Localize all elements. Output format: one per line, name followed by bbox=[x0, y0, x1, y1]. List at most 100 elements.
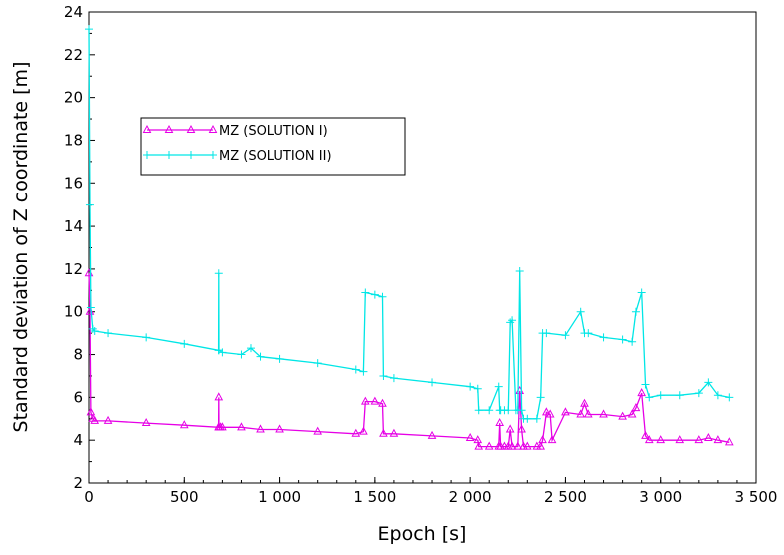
data-point bbox=[465, 432, 475, 442]
data-point bbox=[513, 441, 523, 450]
data-point bbox=[583, 409, 593, 418]
data-point bbox=[485, 406, 494, 415]
data-point bbox=[256, 424, 265, 433]
data-point bbox=[561, 331, 570, 340]
legend-marker bbox=[142, 124, 152, 133]
data-point bbox=[85, 25, 93, 34]
data-point bbox=[515, 267, 524, 276]
data-point bbox=[141, 418, 151, 427]
legend: MZ (SOLUTION I) MZ (SOLUTION II) bbox=[140, 117, 406, 176]
data-point bbox=[180, 339, 189, 348]
data-point bbox=[474, 441, 484, 450]
data-point bbox=[641, 380, 650, 389]
data-point bbox=[214, 346, 223, 355]
data-point bbox=[542, 329, 551, 338]
data-point bbox=[506, 318, 515, 327]
data-point bbox=[641, 430, 650, 439]
y-tick-label: 2 bbox=[73, 474, 83, 492]
data-point bbox=[561, 407, 570, 416]
data-point bbox=[704, 378, 713, 387]
data-point bbox=[359, 426, 368, 435]
data-point bbox=[313, 359, 322, 368]
x-tick-label: 3 500 bbox=[735, 488, 778, 506]
data-point bbox=[656, 391, 665, 400]
data-point bbox=[142, 333, 151, 342]
data-point bbox=[361, 288, 370, 297]
x-tick-label: 2 000 bbox=[449, 488, 492, 506]
legend-label: MZ (SOLUTION I) bbox=[219, 124, 328, 139]
data-point bbox=[599, 409, 608, 418]
data-point bbox=[218, 422, 227, 431]
data-point bbox=[214, 269, 223, 278]
y-tick-label: 18 bbox=[64, 131, 83, 149]
data-point bbox=[474, 406, 483, 415]
y-tick-label: 24 bbox=[64, 3, 83, 21]
data-point bbox=[584, 329, 593, 338]
legend-marker bbox=[209, 151, 217, 159]
y-tick-label: 14 bbox=[64, 217, 83, 235]
data-point bbox=[90, 326, 99, 335]
data-point bbox=[275, 424, 284, 433]
series-2 bbox=[85, 25, 734, 423]
data-point bbox=[379, 371, 388, 380]
data-point bbox=[237, 422, 246, 431]
data-point bbox=[675, 391, 684, 400]
data-point bbox=[542, 407, 551, 416]
data-point bbox=[645, 393, 654, 402]
data-point bbox=[704, 432, 713, 442]
data-point bbox=[103, 415, 113, 424]
data-point bbox=[378, 292, 387, 301]
data-point bbox=[351, 365, 360, 374]
data-point bbox=[378, 398, 387, 407]
data-point bbox=[256, 352, 265, 361]
y-tick-label: 10 bbox=[64, 303, 83, 321]
data-point bbox=[237, 350, 246, 359]
data-point bbox=[473, 384, 482, 393]
data-point bbox=[389, 374, 398, 383]
legend-marker bbox=[164, 124, 174, 133]
data-point bbox=[360, 396, 370, 405]
x-tick-label: 2 500 bbox=[544, 488, 587, 506]
data-point bbox=[517, 424, 526, 433]
y-tick-label: 4 bbox=[73, 431, 83, 449]
x-axis: 0 500 1 000 1 500 2 000 2 500 3 000 3 500 bbox=[84, 477, 777, 506]
legend-label: MZ (SOLUTION II) bbox=[219, 149, 332, 164]
data-point bbox=[628, 337, 637, 346]
y-tick-label: 8 bbox=[73, 346, 83, 364]
data-point bbox=[85, 200, 94, 209]
data-point bbox=[370, 290, 379, 299]
series-layer bbox=[84, 25, 734, 450]
data-point bbox=[523, 414, 532, 423]
x-tick-label: 3 000 bbox=[639, 488, 682, 506]
data-point bbox=[618, 411, 627, 420]
data-point bbox=[214, 392, 224, 401]
data-point bbox=[104, 329, 113, 338]
data-point bbox=[644, 435, 654, 444]
data-point bbox=[725, 393, 734, 402]
x-tick-label: 500 bbox=[170, 488, 199, 506]
data-point bbox=[246, 344, 255, 353]
legend-marker bbox=[208, 124, 218, 133]
data-point bbox=[631, 403, 641, 412]
data-point bbox=[86, 303, 95, 312]
data-point bbox=[517, 406, 526, 415]
legend-marker bbox=[165, 151, 173, 159]
x-tick-label: 0 bbox=[84, 488, 94, 506]
legend-marker bbox=[143, 151, 151, 159]
y-tick-label: 6 bbox=[73, 388, 83, 406]
data-point bbox=[627, 409, 637, 418]
data-point bbox=[637, 288, 646, 297]
data-point bbox=[675, 435, 685, 444]
data-point bbox=[536, 441, 545, 450]
y-tick-label: 22 bbox=[64, 46, 83, 64]
data-point bbox=[351, 428, 361, 437]
x-tick-label: 1 500 bbox=[353, 488, 396, 506]
data-point bbox=[547, 435, 557, 444]
data-point bbox=[536, 393, 545, 402]
data-point bbox=[507, 441, 517, 450]
data-point bbox=[694, 389, 703, 398]
legend-box bbox=[140, 117, 406, 176]
data-point bbox=[389, 428, 399, 437]
